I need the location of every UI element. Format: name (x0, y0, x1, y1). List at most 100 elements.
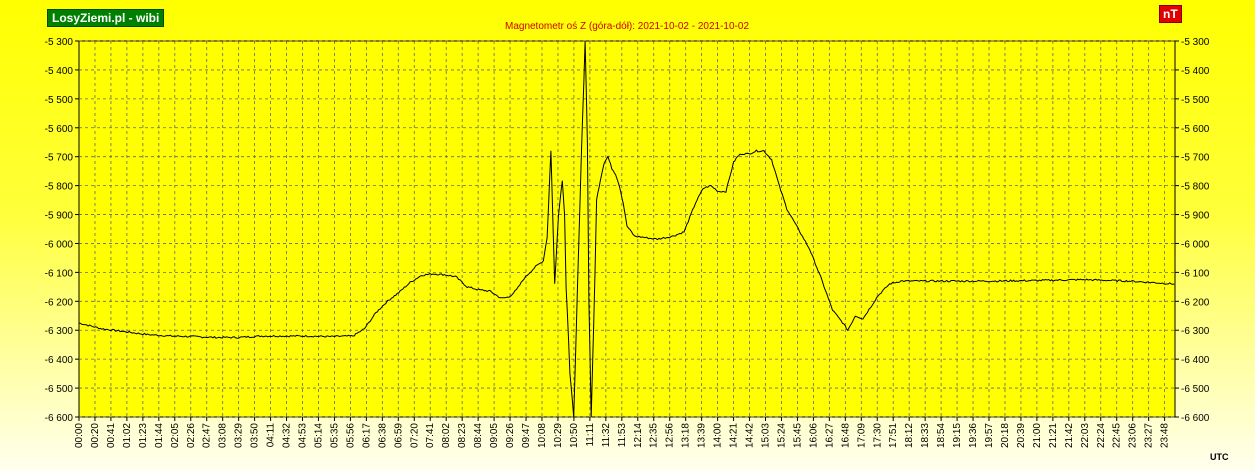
x-tick-label: 10:29 (553, 423, 564, 448)
y-tick-label-left: -6 000 (45, 239, 74, 250)
x-tick-label: 20:39 (1016, 423, 1027, 448)
unit-badge: nT (1159, 5, 1182, 23)
y-tick-label-right: -5 800 (1181, 182, 1210, 193)
x-tick-label: 10:08 (537, 423, 548, 448)
y-tick-label-left: -5 400 (45, 66, 74, 77)
x-tick-label: 12:14 (633, 423, 644, 448)
y-tick-label-left: -5 700 (45, 153, 74, 164)
x-tick-label: 14:42 (745, 423, 756, 448)
y-tick-label-right: -5 600 (1181, 124, 1210, 135)
x-tick-label: 13:18 (681, 423, 692, 448)
y-tick-label-right: -5 900 (1181, 211, 1210, 222)
x-tick-label: 06:38 (377, 423, 388, 448)
y-tick-label-left: -5 500 (45, 95, 74, 106)
x-tick-label: 06:17 (361, 423, 372, 448)
x-tick-label: 00:41 (106, 423, 117, 448)
x-axis: 00:00 00:20 00:41 01:02 01:23 01:44 02:05 02:26… (74, 417, 1171, 448)
y-axis-right: -5 300 -5 400 -5 500 -5 600 -5 700 -5 800 -5 9… (1175, 37, 1210, 424)
x-tick-label: 21:42 (1064, 423, 1075, 448)
x-tick-label: 01:23 (138, 423, 149, 448)
plot-area (78, 40, 1176, 418)
x-tick-label: 05:35 (329, 423, 340, 448)
x-tick-label: 00:20 (90, 423, 101, 448)
x-tick-label: 15:03 (760, 423, 771, 448)
y-tick-label-right: -5 700 (1181, 153, 1210, 164)
x-tick-label: 11:11 (585, 423, 596, 447)
x-tick-label: 21:21 (1048, 423, 1059, 448)
y-tick-label-left: -6 300 (45, 326, 74, 337)
x-tick-label: 19:57 (984, 423, 995, 448)
x-tick-label: 20:18 (1000, 423, 1011, 448)
y-tick-label-left: -5 800 (45, 182, 74, 193)
x-tick-label: 06:59 (393, 423, 404, 448)
y-tick-label-left: -5 900 (45, 211, 74, 222)
y-tick-label-right: -6 600 (1181, 413, 1210, 424)
x-tick-label: 23:27 (1144, 423, 1155, 448)
y-tick-label-right: -6 400 (1181, 355, 1210, 366)
grid (79, 40, 1175, 418)
x-tick-label: 08:02 (441, 423, 452, 448)
series-line (78, 41, 1175, 418)
x-tick-label: 21:00 (1032, 423, 1043, 448)
x-tick-label: 23:06 (1128, 423, 1139, 448)
y-tick-label-right: -6 500 (1181, 384, 1210, 395)
x-tick-label: 07:41 (425, 423, 436, 448)
x-tick-label: 16:06 (808, 423, 819, 448)
x-tick-label: 01:44 (154, 423, 165, 448)
x-tick-label: 14:21 (729, 423, 740, 448)
x-tick-label: 18:33 (920, 423, 931, 448)
y-axis-left: -5 300 -5 400 -5 500 -5 600 -5 700 -5 800 -5 9… (45, 37, 79, 424)
y-tick-label-right: -5 300 (1181, 37, 1210, 48)
x-tick-label: 08:44 (473, 423, 484, 448)
utc-label: UTC (1210, 452, 1229, 462)
x-tick-label: 03:08 (218, 423, 229, 448)
y-tick-label-right: -6 200 (1181, 297, 1210, 308)
y-tick-label-left: -6 100 (45, 268, 74, 279)
x-tick-label: 18:54 (936, 423, 947, 448)
chart-title: Magnetometr oś Z (góra-dół): 2021-10-02 … (505, 21, 749, 32)
x-tick-label: 12:56 (665, 423, 676, 448)
x-tick-label: 10:50 (569, 423, 580, 448)
y-tick-label-right: -5 500 (1181, 95, 1210, 106)
x-tick-label: 15:24 (776, 423, 787, 448)
x-tick-label: 02:05 (170, 423, 181, 448)
x-tick-label: 11:32 (601, 423, 612, 448)
x-tick-label: 02:26 (186, 423, 197, 448)
x-tick-label: 19:15 (952, 423, 963, 448)
x-tick-label: 22:24 (1096, 423, 1107, 448)
x-tick-label: 16:48 (840, 423, 851, 448)
x-tick-label: 09:05 (489, 423, 500, 448)
brand-badge: LosyZiemi.pl - wibi (47, 9, 165, 27)
x-tick-label: 18:12 (904, 423, 915, 448)
x-tick-label: 09:26 (505, 423, 516, 448)
x-tick-label: 22:45 (1112, 423, 1123, 448)
x-tick-label: 14:00 (713, 423, 724, 448)
y-tick-label-left: -5 600 (45, 124, 74, 135)
x-tick-label: 11:53 (617, 423, 628, 448)
x-tick-label: 03:50 (250, 423, 261, 448)
x-tick-label: 23:48 (1160, 423, 1171, 448)
x-tick-label: 01:02 (122, 423, 133, 448)
x-tick-label: 07:20 (409, 423, 420, 448)
x-tick-label: 17:51 (888, 423, 899, 448)
y-tick-label-left: -6 200 (45, 297, 74, 308)
x-tick-label: 04:32 (282, 423, 293, 448)
x-tick-label: 03:29 (234, 423, 245, 448)
x-tick-label: 05:14 (313, 423, 324, 448)
x-tick-label: 05:56 (345, 423, 356, 448)
x-tick-label: 17:09 (856, 423, 867, 448)
y-tick-label-left: -6 500 (45, 384, 74, 395)
x-tick-label: 19:36 (968, 423, 979, 448)
x-tick-label: 15:45 (792, 423, 803, 448)
x-tick-label: 22:03 (1080, 423, 1091, 448)
x-tick-label: 17:30 (872, 423, 883, 448)
y-tick-label-left: -6 600 (45, 413, 74, 424)
y-tick-label-left: -5 300 (45, 37, 74, 48)
x-tick-label: 08:23 (457, 423, 468, 448)
y-tick-label-right: -6 300 (1181, 326, 1210, 337)
x-tick-label: 00:00 (74, 423, 85, 448)
y-tick-label-left: -6 400 (45, 355, 74, 366)
x-tick-label: 13:39 (697, 423, 708, 448)
